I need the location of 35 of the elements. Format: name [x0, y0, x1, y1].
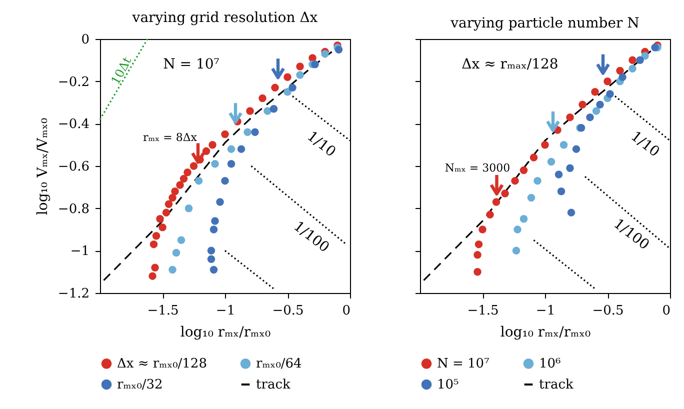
chart-title: varying grid resolution Δx	[131, 10, 318, 26]
y-tick-label: −0.4	[58, 117, 90, 132]
x-tick-label: −1	[216, 304, 236, 318]
y-tick-label: −1.2	[58, 286, 90, 302]
legend-label: track	[256, 378, 290, 392]
legend-label: N = 10⁷	[437, 356, 490, 372]
x-tick-label: −0.5	[272, 304, 304, 318]
x-tick-label: 0	[662, 304, 670, 318]
y-tick-label: −0.8	[58, 202, 90, 217]
y-tick-label: −0.2	[58, 74, 90, 90]
legend-label: Δx ≈ rₘₓ₀/128	[117, 356, 207, 372]
y-tick-label: −0.6	[58, 160, 90, 174]
annotation: 1/10	[628, 128, 662, 160]
x-tick-label: −1	[536, 304, 556, 318]
x-tick-label: −0.5	[592, 304, 624, 318]
annotation: Δx ≈ rₘₐₓ/128	[462, 56, 558, 72]
y-axis-title: log₁₀ Vₘₓ/Vₘₓ₀	[34, 118, 51, 216]
x-tick-label: −1.5	[467, 304, 499, 318]
chart-title: varying particle number N	[450, 16, 640, 32]
legend-label: rₘₓ₀/32	[117, 378, 163, 392]
legend-label: rₘₓ₀/64	[256, 356, 302, 372]
legend-label: 10⁵	[437, 378, 459, 392]
annotation: rₘₓ = 8Δx	[142, 131, 198, 144]
y-tick-label: 0	[81, 32, 90, 48]
legend-label: track	[539, 378, 574, 392]
x-tick-label: −1.5	[147, 304, 179, 318]
annotation: 10Δt	[108, 54, 134, 87]
annotation: 1/10	[304, 128, 339, 160]
annotation: Nₘₓ = 3000	[444, 162, 510, 175]
y-tick-label: −1	[70, 244, 90, 260]
x-axis-title: log₁₀ rₘₓ/rₘₓ₀	[500, 324, 592, 340]
annotation: N = 10⁷	[163, 56, 220, 72]
legend-label: 10⁶	[539, 356, 561, 372]
x-tick-label: 0	[342, 304, 350, 318]
x-axis-title: log₁₀ rₘₓ/rₘₓ₀	[180, 324, 272, 340]
